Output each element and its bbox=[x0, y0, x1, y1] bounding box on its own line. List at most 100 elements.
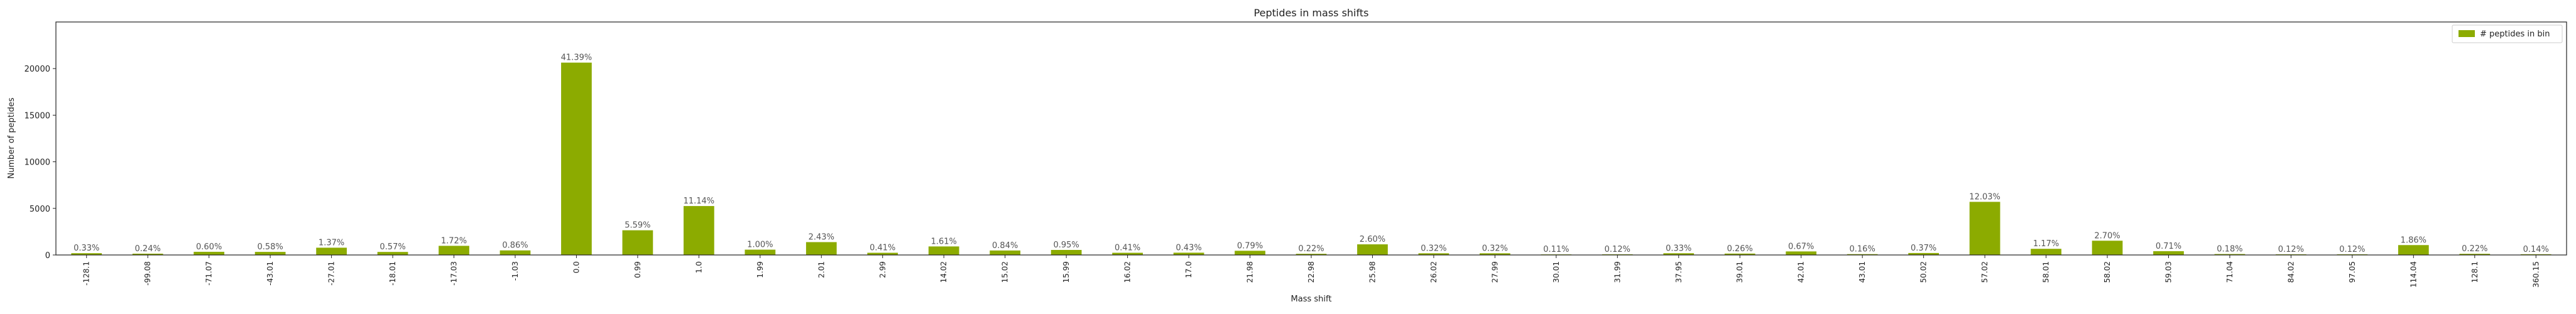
x-tick-label: 97.05 bbox=[2348, 261, 2357, 283]
bar bbox=[1786, 251, 1817, 255]
bar bbox=[1357, 244, 1388, 255]
x-tick-label: -99.08 bbox=[143, 261, 152, 286]
y-tick-label: 20000 bbox=[25, 65, 50, 74]
x-tick-label: 128.1 bbox=[2470, 261, 2479, 283]
bar-value-label: 0.22% bbox=[2462, 244, 2487, 254]
bar-value-label: 2.70% bbox=[2094, 231, 2120, 241]
x-tick-label: 43.01 bbox=[1858, 261, 1867, 283]
x-tick-label: 22.98 bbox=[1307, 261, 1316, 283]
bar bbox=[71, 253, 102, 255]
y-tick-label: 10000 bbox=[25, 158, 50, 168]
bar-value-label: 0.41% bbox=[1115, 244, 1140, 253]
bar bbox=[745, 249, 776, 255]
bar bbox=[499, 250, 531, 255]
bar-value-label: 1.72% bbox=[441, 236, 467, 246]
bar-value-label: 0.18% bbox=[2217, 245, 2242, 254]
bar bbox=[2031, 249, 2061, 255]
x-tick-label: 26.02 bbox=[1429, 261, 1438, 283]
x-tick-label: 21.98 bbox=[1246, 261, 1255, 283]
bar bbox=[377, 252, 408, 255]
x-tick-label: 57.02 bbox=[1980, 261, 1989, 283]
bar-value-label: 0.16% bbox=[1850, 245, 1875, 254]
bar bbox=[2398, 245, 2429, 255]
bar bbox=[1173, 252, 1204, 255]
x-tick-label: 30.01 bbox=[1552, 261, 1561, 283]
x-tick-label: 16.02 bbox=[1123, 261, 1132, 283]
bar-value-label: 0.22% bbox=[1298, 244, 1324, 254]
bar bbox=[684, 206, 714, 255]
x-axis: -128.1 -99.08 -71.07 -43.01 -27.01 -18.01 -17.… bbox=[82, 255, 2540, 288]
bar bbox=[1051, 249, 1082, 255]
x-tick-label: 2.99 bbox=[878, 261, 887, 278]
bar-value-label: 0.58% bbox=[257, 242, 283, 252]
legend-frame bbox=[2452, 24, 2563, 43]
bar bbox=[254, 252, 286, 255]
bar bbox=[1296, 254, 1327, 255]
x-tick-label: 58.01 bbox=[2042, 261, 2051, 283]
x-tick-label: 42.01 bbox=[1797, 261, 1806, 283]
y-axis: 0 5000 10000 15000 20000 bbox=[25, 65, 56, 261]
bar bbox=[1724, 253, 1755, 255]
x-tick-label: 360.15 bbox=[2531, 261, 2540, 288]
x-tick-label: 59.03 bbox=[2164, 261, 2173, 283]
bar bbox=[1969, 202, 2000, 255]
bar bbox=[439, 246, 469, 255]
bar bbox=[1480, 253, 1510, 255]
x-axis-label: Mass shift bbox=[1291, 295, 1332, 304]
legend-swatch bbox=[2459, 30, 2475, 37]
x-tick-label: 14.02 bbox=[939, 261, 948, 283]
bar-value-label: 0.67% bbox=[1788, 242, 1814, 251]
x-tick-label: 50.02 bbox=[1919, 261, 1928, 283]
bar-value-label: 0.12% bbox=[2339, 245, 2365, 254]
x-tick-label: -17.03 bbox=[450, 261, 459, 286]
bar-value-label: 0.41% bbox=[870, 244, 895, 253]
bar-value-label: 0.12% bbox=[2278, 245, 2304, 254]
bar bbox=[1908, 252, 1939, 255]
x-tick-label: 58.02 bbox=[2103, 261, 2112, 283]
x-tick-label: 27.99 bbox=[1490, 261, 1499, 283]
bar-value-label: 1.86% bbox=[2401, 236, 2426, 245]
bar-value-label: 0.24% bbox=[135, 244, 161, 254]
bar-value-label: 11.14% bbox=[684, 197, 715, 206]
bar-value-label: 0.79% bbox=[1237, 241, 1263, 251]
bar bbox=[132, 253, 163, 255]
bar-value-label: 0.37% bbox=[1911, 244, 1936, 253]
bar-value-label: 2.43% bbox=[809, 233, 834, 242]
bar bbox=[1418, 253, 1449, 255]
bar-value-label: 0.95% bbox=[1053, 241, 1079, 250]
x-tick-label: 39.01 bbox=[1735, 261, 1744, 283]
x-tick-label: -71.07 bbox=[205, 261, 214, 286]
bar bbox=[316, 247, 347, 255]
bar bbox=[2153, 251, 2184, 255]
bar bbox=[2459, 254, 2491, 255]
bar bbox=[1112, 252, 1143, 255]
y-tick-label: 0 bbox=[45, 251, 50, 261]
x-tick-label: 15.99 bbox=[1062, 261, 1071, 283]
plot-area-frame bbox=[55, 21, 2567, 256]
bar-value-label: 41.39% bbox=[561, 53, 592, 63]
x-tick-label: 84.02 bbox=[2286, 261, 2295, 283]
x-tick-label: -43.01 bbox=[266, 261, 275, 286]
bar bbox=[928, 246, 959, 255]
bar-value-label: 0.12% bbox=[1605, 245, 1630, 254]
bar bbox=[622, 230, 653, 255]
x-tick-label: -128.1 bbox=[82, 261, 91, 286]
bar-value-label: 5.59% bbox=[625, 221, 650, 230]
x-tick-label: 17.0 bbox=[1184, 261, 1193, 278]
bar-value-label: 0.26% bbox=[1727, 244, 1753, 254]
bar-value-label: 1.37% bbox=[319, 238, 344, 247]
x-tick-label: 1.99 bbox=[756, 261, 765, 278]
bar bbox=[561, 62, 592, 256]
bar-value-labels: 0.33% 0.24% 0.60% 0.58% 1.37% 0.57% 1.72% 0.86%… bbox=[74, 53, 2549, 254]
x-tick-label: 1.0 bbox=[694, 261, 703, 273]
bar bbox=[990, 250, 1021, 255]
bar-value-label: 1.00% bbox=[747, 241, 773, 250]
chart-title: Peptides in mass shifts bbox=[1254, 7, 1369, 19]
bar bbox=[867, 252, 898, 255]
y-tick-label: 15000 bbox=[25, 111, 50, 121]
x-tick-label: 37.95 bbox=[1674, 261, 1683, 283]
x-tick-label: 0.99 bbox=[633, 261, 642, 278]
bar-value-label: 0.84% bbox=[992, 241, 1018, 251]
bar-value-label: 2.60% bbox=[1360, 235, 1385, 244]
bar-value-label: 0.86% bbox=[502, 241, 528, 251]
